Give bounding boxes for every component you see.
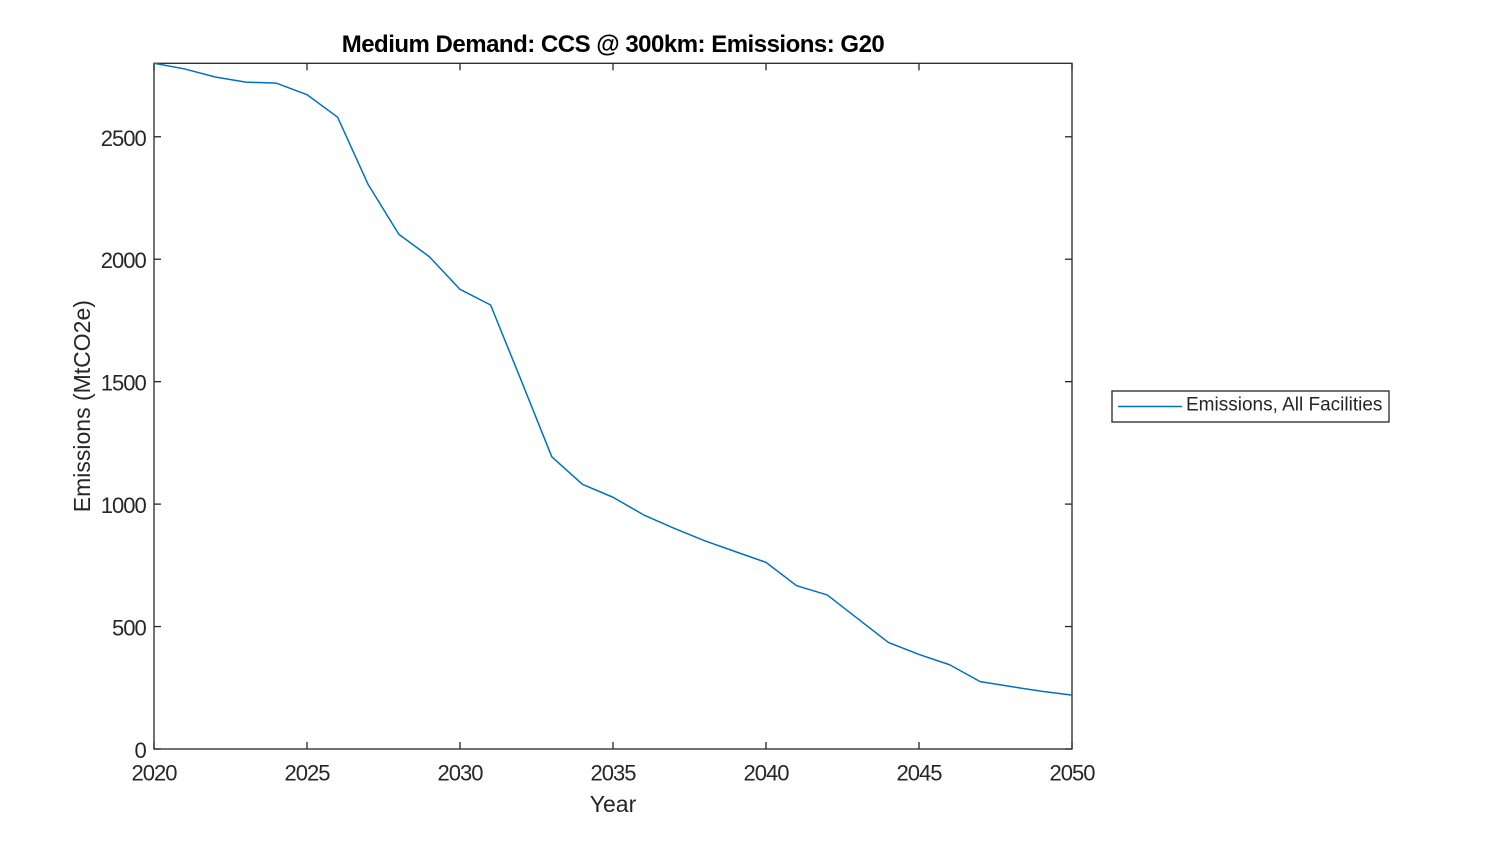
y-tick-label: 1000 [101, 493, 147, 518]
x-tick-label: 2040 [744, 761, 790, 786]
axis-ticks [153, 63, 1073, 750]
x-axis-label: Year [590, 791, 637, 817]
y-axis-label: Emissions (MtCO2e) [69, 300, 95, 512]
x-tick-label: 2020 [132, 761, 178, 786]
plot-box [153, 62, 1073, 750]
plot-area: 2020 2025 2030 2035 2040 2045 2050 0 500 1000 150… [101, 62, 1097, 786]
x-tick-label: 2030 [438, 761, 484, 786]
x-tick-label: 2050 [1050, 761, 1096, 786]
y-tick-label: 2000 [101, 248, 147, 273]
legend: Emissions, All Facilities [1111, 390, 1390, 423]
emissions-series-line [153, 62, 1073, 696]
chart-title: Medium Demand: CCS @ 300km: Emissions: G… [342, 31, 885, 58]
x-tick-label: 2025 [285, 761, 331, 786]
y-tick-labels: 0 500 1000 1500 2000 2500 [101, 126, 148, 763]
y-tick-label: 1500 [101, 371, 147, 396]
x-tick-label: 2035 [591, 761, 637, 786]
x-tick-labels: 2020 2025 2030 2035 2040 2045 2050 [132, 761, 1097, 786]
x-tick-label: 2045 [897, 761, 943, 786]
y-tick-label: 0 [134, 738, 146, 763]
y-tick-label: 2500 [101, 126, 147, 151]
y-tick-label: 500 [112, 616, 146, 641]
legend-series-label: Emissions, All Facilities [1186, 395, 1382, 416]
